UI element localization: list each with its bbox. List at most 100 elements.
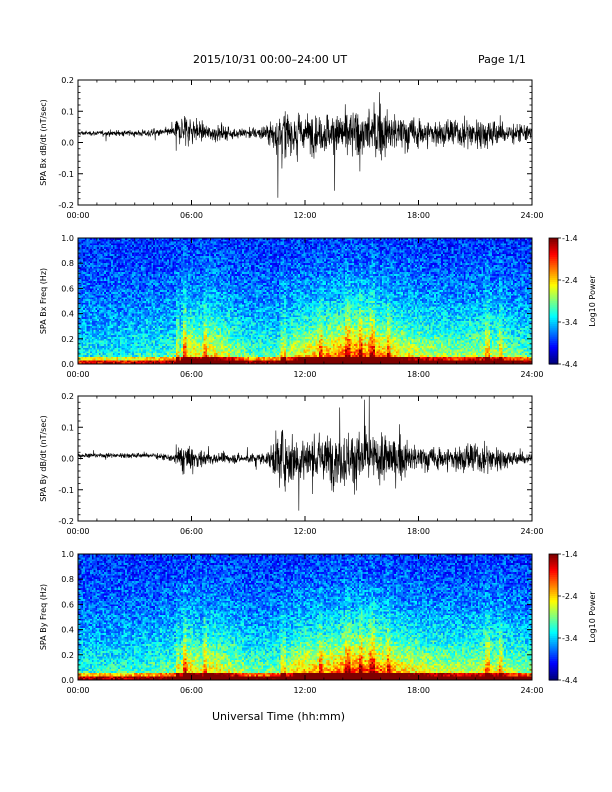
y-tick-label: 0.0 <box>61 139 74 148</box>
x-tick-label: 00:00 <box>66 527 89 536</box>
colorbar-step <box>549 558 558 561</box>
x-tick-label: 06:00 <box>180 211 203 220</box>
colorbar-step <box>549 583 558 587</box>
colorbar-step <box>549 286 558 289</box>
x-tick-label: 00:00 <box>66 370 89 379</box>
colorbar-step <box>549 311 558 315</box>
colorbar-step <box>549 332 558 336</box>
colorbar-step <box>549 254 558 258</box>
colorbar-step <box>549 665 558 668</box>
colorbar-label: Log10 Power <box>588 275 597 327</box>
colorbar-label: Log10 Power <box>588 591 597 643</box>
colorbar-step <box>549 269 558 273</box>
plot-frame-1 <box>77 237 533 365</box>
colorbar-step <box>549 345 558 348</box>
colorbar-step <box>549 598 558 601</box>
colorbar-frame <box>548 553 559 681</box>
y-tick-label: 0.8 <box>61 259 74 268</box>
colorbar-step <box>549 589 558 593</box>
colorbar-step <box>549 277 558 281</box>
colorbar-step <box>549 621 558 624</box>
colorbar-step <box>549 627 558 631</box>
colorbar-step <box>549 242 558 245</box>
y-tick-label: 0.6 <box>61 600 74 609</box>
colorbar-tick-label: -2.4 <box>562 592 578 601</box>
colorbar-step <box>549 290 558 294</box>
colorbar-step <box>549 267 558 271</box>
colorbar-step <box>549 640 558 643</box>
colorbar-step <box>549 671 558 675</box>
colorbar-step <box>549 330 558 334</box>
colorbar-step <box>549 280 558 283</box>
colorbar-step <box>549 572 558 576</box>
colorbar-step <box>549 275 558 279</box>
colorbar-step <box>549 610 558 614</box>
y-tick-label: 0.2 <box>61 651 74 660</box>
colorbar-tick-label: -2.4 <box>562 276 578 285</box>
colorbar-step <box>549 343 558 346</box>
colorbar-step <box>549 648 558 652</box>
colorbar-step <box>549 593 558 597</box>
x-tick-label: 00:00 <box>66 686 89 695</box>
colorbar-step <box>549 585 558 589</box>
colorbar-step <box>549 591 558 595</box>
colorbar-step <box>549 677 558 681</box>
colorbar-step <box>549 261 558 264</box>
colorbar-step <box>549 305 558 308</box>
colorbar-step <box>549 638 558 641</box>
colorbar-step <box>549 309 558 313</box>
colorbar-step <box>549 244 558 247</box>
colorbar-step <box>549 656 558 660</box>
colorbar-step <box>549 265 558 268</box>
colorbar-step <box>549 250 558 254</box>
x-tick-label: 18:00 <box>407 211 430 220</box>
colorbar-step <box>549 556 558 559</box>
colorbar-step <box>549 292 558 296</box>
colorbar-step <box>549 359 558 363</box>
colorbar-step <box>549 619 558 622</box>
x-tick-label: 12:00 <box>293 527 316 536</box>
x-tick-label: 24:00 <box>520 211 543 220</box>
colorbar-step <box>549 347 558 350</box>
y-tick-label: 0.8 <box>61 575 74 584</box>
x-tick-label: 18:00 <box>407 527 430 536</box>
colorbar-step <box>549 301 558 304</box>
x-tick-label: 06:00 <box>180 527 203 536</box>
x-tick-label: 18:00 <box>407 686 430 695</box>
colorbar-step <box>549 294 558 298</box>
page-number: Page 1/1 <box>478 53 526 66</box>
colorbar-step <box>549 642 558 645</box>
y-tick-label: 0.2 <box>61 392 74 401</box>
colorbar-step <box>549 317 558 321</box>
colorbar-tick-label: -3.4 <box>562 318 578 327</box>
colorbar-step <box>549 675 558 679</box>
colorbar-step <box>549 298 558 302</box>
colorbar-tick-label: -4.4 <box>562 360 578 369</box>
colorbar-step <box>549 625 558 629</box>
colorbar-step <box>549 307 558 310</box>
colorbar-step <box>549 273 558 277</box>
colorbar-step <box>549 570 558 574</box>
y-tick-label: 0.4 <box>61 310 74 319</box>
colorbar-step <box>549 566 558 570</box>
y-tick-label: 0.0 <box>61 360 74 369</box>
colorbar-step <box>549 667 558 671</box>
colorbar-step <box>549 644 558 647</box>
x-tick-label: 24:00 <box>520 370 543 379</box>
colorbar-frame <box>548 237 559 365</box>
x-tick-label: 06:00 <box>180 370 203 379</box>
spectrogram-by-image <box>78 554 532 680</box>
y-axis-label: SPA By Freq (Hz) <box>39 584 48 650</box>
colorbar-step <box>549 581 558 584</box>
colorbar-step <box>549 315 558 319</box>
colorbar-step <box>549 596 558 599</box>
colorbar-step <box>549 614 558 618</box>
colorbar-step <box>549 336 558 340</box>
x-tick-label: 12:00 <box>293 686 316 695</box>
colorbar-step <box>549 256 558 260</box>
x-axis-label: Universal Time (hh:mm) <box>212 710 345 723</box>
y-tick-label: 0.0 <box>61 676 74 685</box>
colorbar-step <box>549 654 558 658</box>
y-tick-label: -0.1 <box>58 170 74 179</box>
